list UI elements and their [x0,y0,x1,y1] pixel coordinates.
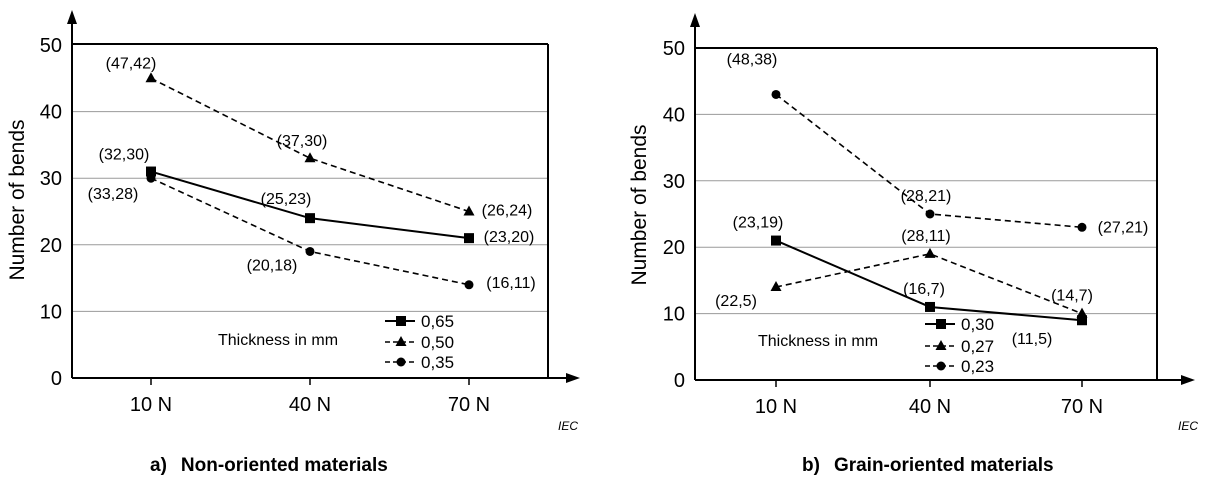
data-label: (20,18) [247,257,298,274]
y-tick-label: 40 [40,102,62,124]
chart-a-svg: 0 10 20 30 40 50 10 N 40 N 70 N Number of bends IE… [6,10,580,476]
y-axis-label: Number of bends [628,124,651,285]
y-tick-label: 50 [40,35,62,57]
data-point-triangle [304,152,316,163]
iec-label: IEC [1178,419,1198,433]
legend-marker-triangle [935,340,947,350]
data-point-circle [771,89,781,99]
x-tick-label: 10 N [130,394,172,416]
legend-label: 0,23 [961,357,994,376]
x-tick-label: 40 N [909,396,951,418]
y-tick-label: 10 [40,301,62,323]
y-axis-label: Number of bends [6,119,29,280]
data-point-square [1077,315,1087,326]
data-label: (26,24) [482,203,533,220]
panel-caption-text: Grain-oriented materials [834,455,1054,476]
y-tick-label: 20 [663,237,685,259]
x-tick-label: 70 N [1061,396,1103,418]
data-point-circle [305,246,315,256]
x-tick-label: 70 N [448,394,490,416]
data-label: (47,42) [106,55,157,72]
data-point-square [305,213,315,224]
data-label: (16,7) [903,281,945,298]
data-label: (11,5) [1012,331,1053,348]
data-label: (16,11) [486,275,536,292]
legend-marker-square [396,316,406,326]
y-tick-label: 10 [663,304,685,326]
data-label: (48,38) [727,51,778,68]
data-point-circle [925,209,935,219]
data-label: (14,7) [1051,288,1093,305]
data-point-square [771,235,781,246]
data-label: (27,21) [1098,219,1149,236]
y-tick-label: 0 [674,370,685,392]
legend-marker-square [936,319,946,329]
panel-caption: a) Non-oriented materials [150,455,388,476]
y-tick-label: 30 [40,168,62,190]
data-point-triangle [1076,307,1088,318]
panel-label: b) [802,455,820,476]
data-label: (28,21) [901,188,952,205]
data-point-square [464,233,474,244]
data-point-circle [1077,222,1087,232]
data-point-triangle [770,281,782,292]
legend-label: 0,30 [961,315,994,334]
data-point-triangle [463,205,475,216]
iec-label: IEC [558,419,578,433]
data-point-square [146,166,156,177]
y-axis-arrow [67,10,77,24]
legend-marker-circle [936,361,946,371]
legend-marker-triangle [395,336,407,346]
chart-panel-a: 0 10 20 30 40 50 10 N 40 N 70 N Number of bends IE… [6,10,580,476]
legend-title: Thickness in mm [758,333,878,350]
panel-label: a) [150,455,167,476]
y-tick-label: 30 [663,171,685,193]
legend-label: 0,27 [961,337,994,356]
x-tick-label: 10 N [755,396,797,418]
series-line-0,27 [775,253,1083,315]
y-tick-label: 50 [663,38,685,60]
data-label: (28,11) [901,228,951,245]
x-tick-label: 40 N [289,394,331,416]
data-point-triangle [145,72,157,83]
y-tick-label: 0 [51,368,62,390]
data-label: (37,30) [277,133,328,150]
data-point-square [925,301,935,312]
data-label: (22,5) [715,293,757,310]
legend-label: 0,35 [421,353,454,372]
chart-b-svg: 0 10 20 30 40 50 10 N 40 N 70 N Number of bends IE… [628,13,1198,476]
data-point-circle [464,280,474,290]
data-label: (33,28) [88,186,139,203]
x-axis-arrow [1181,375,1195,385]
data-point-triangle [924,247,936,258]
y-tick-label: 20 [40,235,62,257]
data-label: (25,23) [261,191,312,208]
data-label: (23,19) [733,215,784,232]
panel-caption: b) Grain-oriented materials [802,455,1054,476]
data-label: (32,30) [99,147,150,164]
x-axis-arrow [566,373,580,383]
legend-marker-circle [396,357,406,367]
legend-label: 0,50 [421,333,454,352]
y-axis-arrow [690,13,700,27]
panel-caption-text: Non-oriented materials [181,455,388,476]
legend-label: 0,65 [421,312,454,331]
data-label: (23,20) [484,229,535,246]
data-point-circle [146,173,156,183]
legend-title: Thickness in mm [218,332,338,349]
y-tick-label: 40 [663,104,685,126]
chart-panel-b: 0 10 20 30 40 50 10 N 40 N 70 N Number of bends IE… [620,0,1220,482]
